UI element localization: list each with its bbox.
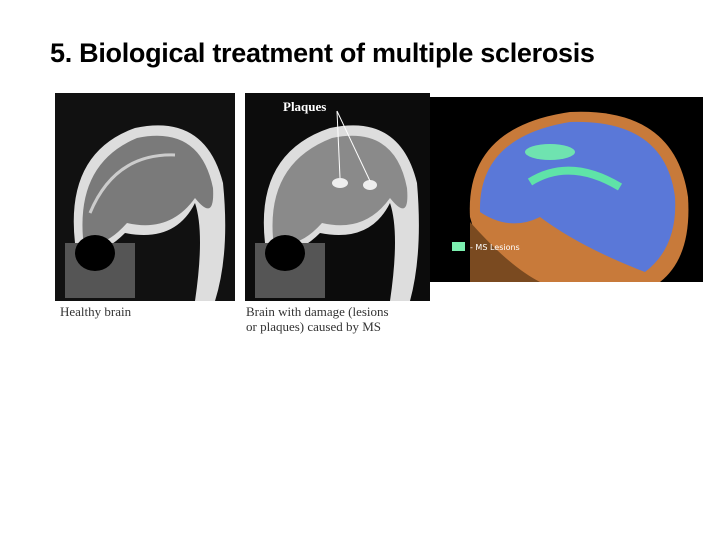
healthy-brain-image <box>55 93 235 301</box>
caption-damaged: Brain with damage (lesions or plaques) c… <box>246 304 389 334</box>
caption-line: or plaques) caused by MS <box>246 319 382 334</box>
caption-healthy: Healthy brain <box>60 304 131 319</box>
lesion-legend: - MS Lesions <box>470 243 520 252</box>
ms-lesions-image: - MS Lesions <box>430 97 703 282</box>
slide-title: 5. Biological treatment of multiple scle… <box>50 38 595 68</box>
caption-line: Healthy brain <box>60 304 132 319</box>
damaged-brain-image: Plaques <box>245 93 430 301</box>
plaques-annotation: Plaques <box>283 99 326 114</box>
caption-line: Brain with damage (lesions <box>246 304 389 319</box>
